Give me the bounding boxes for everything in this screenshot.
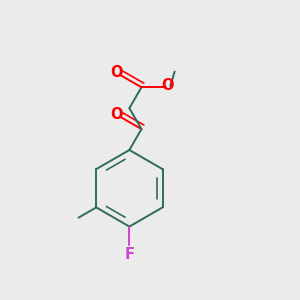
- Text: O: O: [110, 107, 123, 122]
- Text: F: F: [124, 247, 134, 262]
- Text: O: O: [161, 78, 173, 93]
- Text: O: O: [110, 65, 123, 80]
